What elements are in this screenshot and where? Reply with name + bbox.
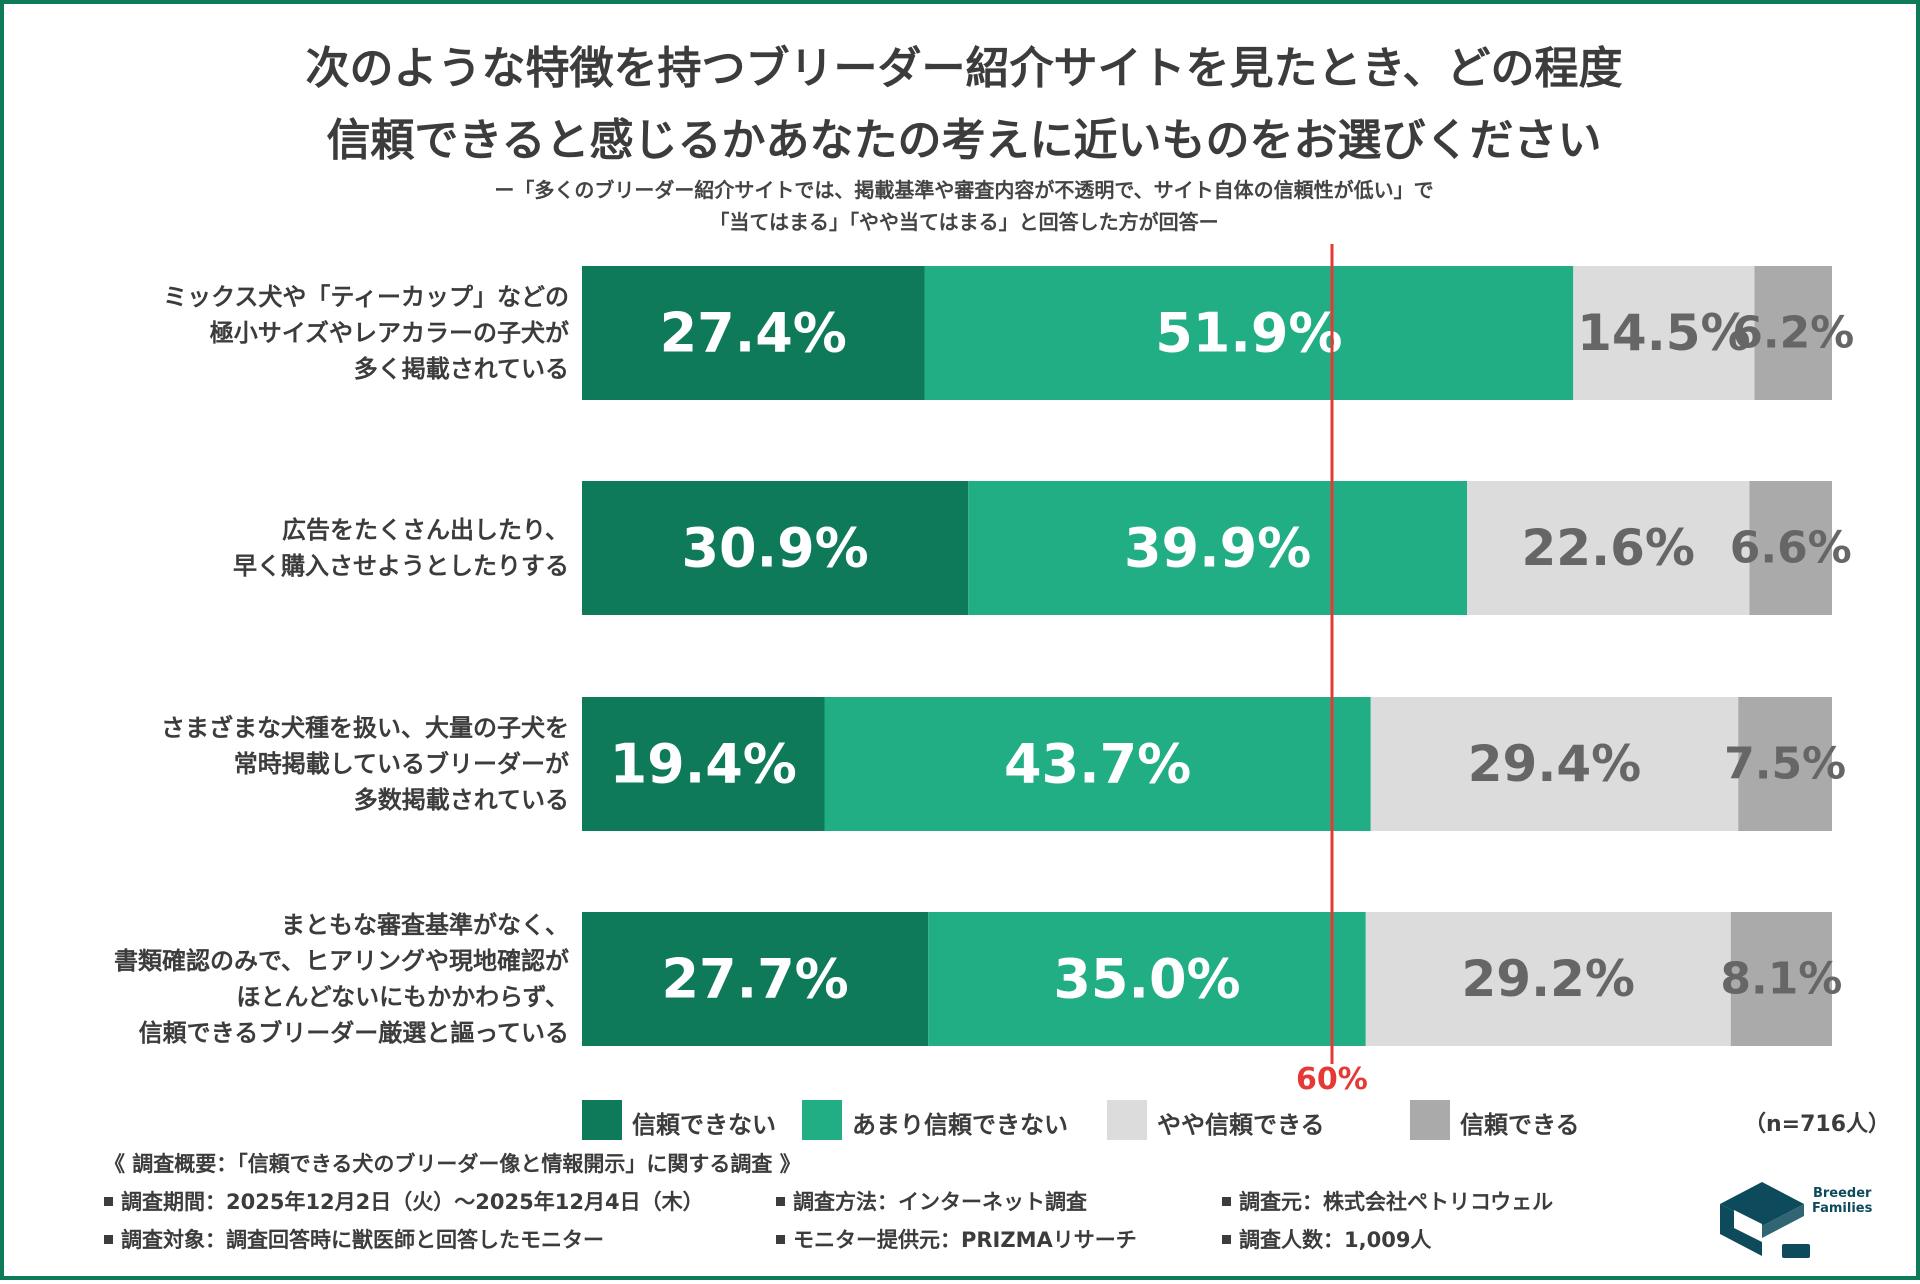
data-label: 35.0% <box>1053 948 1240 1011</box>
data-label: 8.1% <box>1720 954 1842 1005</box>
data-label: 14.5% <box>1577 304 1750 362</box>
bar-segment <box>1370 697 1739 831</box>
category-label-line: 信頼できるブリーダー厳選と謳っている <box>138 1019 569 1047</box>
breeder-families-logo: Breeder Families <box>1712 1164 1872 1264</box>
survey-item: 調査方法：インターネット調査 <box>776 1186 1087 1216</box>
category-label-line: 多く掲載されている <box>353 355 569 383</box>
bar-segment <box>824 697 1371 831</box>
category-label: 広告をたくさん出したり、早く購入させようとしたりする <box>24 512 569 584</box>
bar-segment <box>1749 481 1832 615</box>
category-label-line: 広告をたくさん出したり、 <box>281 516 569 544</box>
category-label-line: ミックス犬や「ティーカップ」などの <box>163 283 569 311</box>
survey-item-text: 調査方法：インターネット調査 <box>793 1190 1087 1214</box>
legend-label: やや信頼できる <box>1157 1111 1325 1139</box>
bullet-icon <box>776 1196 785 1206</box>
data-label: 27.7% <box>661 948 848 1011</box>
data-label: 6.6% <box>1730 523 1852 574</box>
bullet-icon <box>104 1234 113 1244</box>
survey-item-text: モニター提供元：PRIZMAリサーチ <box>793 1228 1137 1252</box>
bar-segment <box>1467 481 1750 615</box>
category-label-line: まともな審査基準がなく、 <box>281 911 569 939</box>
survey-item: 調査元：株式会社ペトリコウェル <box>1222 1186 1553 1216</box>
survey-item-text: 調査期間：2025年12月2日（火）〜2025年12月4日（木） <box>121 1190 704 1214</box>
bar-segment <box>1730 912 1832 1046</box>
data-label: 29.4% <box>1468 735 1641 793</box>
data-label: 29.2% <box>1462 950 1635 1008</box>
chart-subtitle-line-1: ー「多くのブリーダー紹介サイトでは、掲載基準や審査内容が不透明で、サイト自体の信… <box>494 178 1434 202</box>
survey-item: 調査期間：2025年12月2日（火）〜2025年12月4日（木） <box>104 1186 704 1216</box>
category-label-line: ほとんどないにもかかわらず、 <box>236 983 569 1011</box>
survey-item: モニター提供元：PRIZMAリサーチ <box>776 1224 1137 1254</box>
legend-swatch <box>1107 1100 1147 1140</box>
logo-text-line-2: Families <box>1812 1201 1873 1216</box>
survey-item-text: 調査元：株式会社ペトリコウェル <box>1239 1190 1554 1214</box>
stacked-bar-chart: 27.4% 51.9% 14.5%6.2% 30.9% 39.9% 22.6% 6.6% 19… <box>582 244 1854 1064</box>
bar-segment <box>928 912 1366 1046</box>
category-label-line: 書類確認のみで、ヒアリングや現地確認が <box>113 947 569 975</box>
bar-segment <box>1365 912 1731 1046</box>
data-label: 7.5% <box>1724 739 1846 790</box>
survey-item: 調査人数：1,009人 <box>1222 1224 1431 1254</box>
legend-swatch <box>802 1100 842 1140</box>
bar-segment <box>968 481 1467 615</box>
legend-swatch <box>1410 1100 1450 1140</box>
bar-segment <box>582 697 825 831</box>
bullet-icon <box>1222 1234 1231 1244</box>
bullet-icon <box>1222 1196 1231 1206</box>
category-label: まともな審査基準がなく、書類確認のみで、ヒアリングや現地確認がほとんどないにもか… <box>24 907 569 1051</box>
chart-title-line-2: 信頼できると感じるかあなたの考えに近いものをお選びください <box>326 115 1602 166</box>
category-label-line: 多数掲載されている <box>353 786 569 814</box>
reference-line-label: 60% <box>1296 1062 1368 1097</box>
data-label: 43.7% <box>1004 733 1191 796</box>
data-label: 6.2% <box>1732 308 1854 359</box>
bar-segment <box>1573 266 1755 400</box>
bar-segment <box>1738 697 1832 831</box>
category-label-line: 早く購入させようとしたりする <box>233 552 569 580</box>
category-label: さまざまな犬種を扱い、大量の子犬を常時掲載しているブリーダーが多数掲載されている <box>24 710 569 818</box>
data-label: 27.4% <box>660 302 847 365</box>
logo-mark-icon <box>1720 1182 1810 1258</box>
data-label: 22.6% <box>1522 519 1695 577</box>
bar-segment <box>924 266 1574 400</box>
logo-text: Breeder Families <box>1812 1186 1872 1216</box>
bar-segment <box>582 266 925 400</box>
chart-title-line-1: 次のような特徴を持つブリーダー紹介サイトを見たとき、どの程度 <box>305 43 1623 94</box>
bar-segment <box>582 912 929 1046</box>
bullet-icon <box>776 1234 785 1244</box>
legend-label: 信頼できる <box>1460 1111 1580 1139</box>
category-label-line: 極小サイズやレアカラーの子犬が <box>209 319 569 347</box>
legend-label: あまり信頼できない <box>852 1111 1068 1139</box>
bar-segment <box>1754 266 1832 400</box>
data-label: 39.9% <box>1124 517 1311 580</box>
survey-heading: 《 調査概要：「信頼できる犬のブリーダー像と情報開示」に関する調査 》 <box>104 1152 801 1176</box>
data-label: 19.4% <box>610 733 797 796</box>
survey-item-text: 調査人数：1,009人 <box>1239 1228 1432 1252</box>
survey-item: 調査対象：調査回答時に獣医師と回答したモニター <box>104 1224 604 1254</box>
bullet-icon <box>104 1196 113 1206</box>
legend-label: 信頼できない <box>632 1111 776 1139</box>
sample-size: （n=716人） <box>1744 1112 1891 1137</box>
category-label: ミックス犬や「ティーカップ」などの極小サイズやレアカラーの子犬が多く掲載されてい… <box>24 279 569 387</box>
logo-text-line-1: Breeder <box>1812 1186 1872 1201</box>
category-label-line: 常時掲載しているブリーダーが <box>233 750 569 778</box>
data-label: 30.9% <box>681 517 868 580</box>
data-label: 51.9% <box>1155 302 1342 365</box>
chart-subtitle-line-2: 「当てはまる」「やや当てはまる」と回答した方が回答ー <box>709 210 1219 234</box>
category-label-line: さまざまな犬種を扱い、大量の子犬を <box>161 714 569 742</box>
legend-swatch <box>582 1100 622 1140</box>
survey-item-text: 調査対象：調査回答時に獣医師と回答したモニター <box>121 1228 604 1252</box>
bar-segment <box>582 481 969 615</box>
